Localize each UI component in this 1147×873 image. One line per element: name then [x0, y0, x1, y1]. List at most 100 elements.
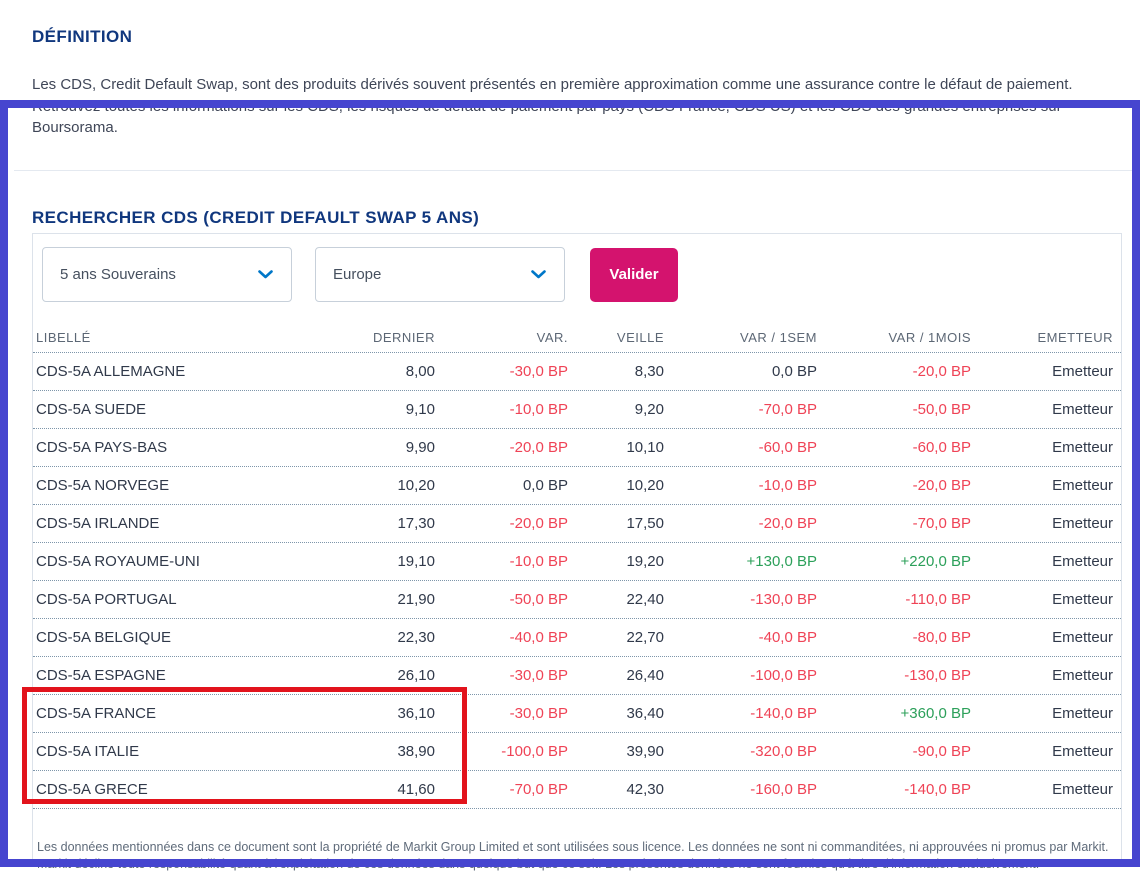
table-row: CDS-5A IRLANDE 17,30 -20,0 BP 17,50 -20,…: [33, 505, 1121, 543]
var-value: -40,0 BP: [509, 629, 568, 646]
emetteur-link[interactable]: Emetteur: [1052, 515, 1113, 532]
veille-value: 9,20: [634, 401, 664, 418]
emetteur-link[interactable]: Emetteur: [1052, 553, 1113, 570]
emetteur-link[interactable]: Emetteur: [1052, 439, 1113, 456]
veille-value: 10,20: [626, 477, 664, 494]
var-value: -20,0 BP: [509, 439, 568, 456]
var-1mois-value: -140,0 BP: [904, 781, 971, 798]
var-1sem-value: -60,0 BP: [758, 439, 817, 456]
emetteur-link[interactable]: Emetteur: [1052, 591, 1113, 608]
emetteur-link[interactable]: Emetteur: [1052, 743, 1113, 760]
search-cds-title: RECHERCHER CDS (CREDIT DEFAULT SWAP 5 AN…: [32, 208, 480, 228]
section-divider: [14, 170, 1132, 171]
cds-name-link[interactable]: CDS-5A ALLEMAGNE: [36, 363, 186, 380]
var-value: -30,0 BP: [509, 363, 568, 380]
cds-search-form: 5 ans Souverains Europe Valider: [42, 247, 678, 302]
header-var-1sem: VAR / 1SEM: [739, 329, 817, 345]
cds-name-link[interactable]: CDS-5A ROYAUME-UNI: [36, 553, 200, 570]
cds-table-header: LIBELLÉ DERNIER VAR. VEILLE VAR / 1SEM V…: [33, 322, 1121, 353]
header-var-1mois: VAR / 1MOIS: [888, 329, 971, 345]
var-1sem-value: -140,0 BP: [750, 705, 817, 722]
dernier-value: 22,30: [397, 629, 435, 646]
var-1mois-value: -110,0 BP: [905, 591, 971, 608]
var-1sem-value: -100,0 BP: [750, 667, 817, 684]
table-row: CDS-5A SUEDE 9,10 -10,0 BP 9,20 -70,0 BP…: [33, 391, 1121, 429]
markit-disclaimer: Les données mentionnées dans ce document…: [37, 839, 1109, 871]
definition-paragraph: Les CDS, Credit Default Swap, sont des p…: [32, 76, 1073, 136]
table-row: CDS-5A BELGIQUE 22,30 -40,0 BP 22,70 -40…: [33, 619, 1121, 657]
region-select-value: Europe: [333, 266, 382, 283]
var-1mois-value: -50,0 BP: [912, 401, 971, 418]
var-1sem-value: -70,0 BP: [758, 401, 817, 418]
table-row: CDS-5A ESPAGNE 26,10 -30,0 BP 26,40 -100…: [33, 657, 1121, 695]
cds-name-link[interactable]: CDS-5A NORVEGE: [36, 477, 170, 494]
veille-value: 17,50: [626, 515, 664, 532]
dernier-value: 21,90: [397, 591, 435, 608]
var-value: -10,0 BP: [509, 401, 568, 418]
dernier-value: 10,20: [397, 477, 435, 494]
header-libelle: LIBELLÉ: [36, 329, 91, 345]
emetteur-link[interactable]: Emetteur: [1052, 781, 1113, 798]
cds-name-link[interactable]: CDS-5A BELGIQUE: [36, 629, 172, 646]
cds-name-link[interactable]: CDS-5A ESPAGNE: [36, 667, 166, 684]
cds-name-link[interactable]: CDS-5A PORTUGAL: [36, 591, 177, 608]
emetteur-link[interactable]: Emetteur: [1052, 401, 1113, 418]
var-1sem-value: 0,0 BP: [771, 363, 817, 380]
header-veille: VEILLE: [616, 329, 664, 345]
cds-name-link[interactable]: CDS-5A FRANCE: [36, 705, 157, 722]
table-row: CDS-5A NORVEGE 10,20 0,0 BP 10,20 -10,0 …: [33, 467, 1121, 505]
var-1sem-value: +130,0 BP: [746, 553, 817, 570]
var-1mois-value: -70,0 BP: [912, 515, 971, 532]
veille-value: 22,40: [626, 591, 664, 608]
var-value: -30,0 BP: [509, 667, 568, 684]
var-value: -100,0 BP: [501, 743, 568, 760]
table-row: CDS-5A ITALIE 38,90 -100,0 BP 39,90 -320…: [33, 733, 1121, 771]
var-1mois-value: -90,0 BP: [912, 743, 971, 760]
var-1mois-value: -130,0 BP: [904, 667, 971, 684]
dernier-value: 9,10: [405, 401, 435, 418]
veille-value: 39,90: [626, 743, 664, 760]
var-1mois-value: +360,0 BP: [900, 705, 971, 722]
table-row: CDS-5A FRANCE 36,10 -30,0 BP 36,40 -140,…: [33, 695, 1121, 733]
var-1sem-value: -320,0 BP: [750, 743, 817, 760]
cds-name-link[interactable]: CDS-5A IRLANDE: [36, 515, 160, 532]
header-var: VAR.: [536, 329, 568, 345]
header-dernier: DERNIER: [372, 329, 435, 345]
var-1mois-value: -20,0 BP: [912, 363, 971, 380]
var-1sem-value: -130,0 BP: [750, 591, 817, 608]
var-1sem-value: -40,0 BP: [758, 629, 817, 646]
veille-value: 36,40: [626, 705, 664, 722]
emetteur-link[interactable]: Emetteur: [1052, 477, 1113, 494]
cds-name-link[interactable]: CDS-5A GRECE: [36, 781, 148, 798]
var-value: 0,0 BP: [522, 477, 568, 494]
var-value: -30,0 BP: [509, 705, 568, 722]
dernier-value: 36,10: [397, 705, 435, 722]
veille-value: 10,10: [626, 439, 664, 456]
maturity-select[interactable]: 5 ans Souverains: [42, 247, 292, 302]
cds-name-link[interactable]: CDS-5A PAYS-BAS: [36, 439, 168, 456]
var-1sem-value: -160,0 BP: [750, 781, 817, 798]
cds-table: LIBELLÉ DERNIER VAR. VEILLE VAR / 1SEM V…: [33, 322, 1121, 809]
emetteur-link[interactable]: Emetteur: [1052, 629, 1113, 646]
var-value: -70,0 BP: [509, 781, 568, 798]
cds-name-link[interactable]: CDS-5A ITALIE: [36, 743, 140, 760]
var-1mois-value: -60,0 BP: [912, 439, 971, 456]
veille-value: 42,30: [626, 781, 664, 798]
table-row: CDS-5A ROYAUME-UNI 19,10 -10,0 BP 19,20 …: [33, 543, 1121, 581]
table-row: CDS-5A GRECE 41,60 -70,0 BP 42,30 -160,0…: [33, 771, 1121, 809]
emetteur-link[interactable]: Emetteur: [1052, 363, 1113, 380]
cds-name-link[interactable]: CDS-5A SUEDE: [36, 401, 147, 418]
region-select[interactable]: Europe: [315, 247, 565, 302]
emetteur-link[interactable]: Emetteur: [1052, 705, 1113, 722]
table-row: CDS-5A ALLEMAGNE 8,00 -30,0 BP 8,30 0,0 …: [33, 353, 1121, 391]
valider-button[interactable]: Valider: [590, 247, 678, 302]
veille-value: 8,30: [634, 363, 664, 380]
dernier-value: 19,10: [397, 553, 435, 570]
dernier-value: 9,90: [405, 439, 435, 456]
table-row: CDS-5A PAYS-BAS 9,90 -20,0 BP 10,10 -60,…: [33, 429, 1121, 467]
emetteur-link[interactable]: Emetteur: [1052, 667, 1113, 684]
var-value: -50,0 BP: [509, 591, 568, 608]
var-value: -10,0 BP: [509, 553, 568, 570]
veille-value: 19,20: [626, 553, 664, 570]
header-emetteur: EMETTEUR: [1037, 329, 1113, 345]
